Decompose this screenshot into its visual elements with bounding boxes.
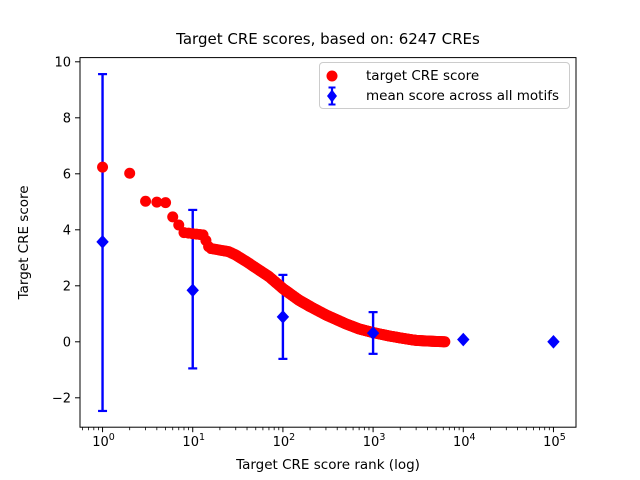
mean-score-diamonds	[96, 235, 560, 349]
y-tick-label: 2	[63, 279, 71, 294]
x-tick-label: 105	[543, 432, 566, 450]
red-data-point	[167, 211, 179, 223]
blue-diamond-point	[547, 335, 560, 349]
red-data-point	[140, 195, 152, 207]
x-tick-label: 103	[363, 432, 386, 450]
x-tick-label: 101	[182, 432, 205, 450]
y-tick-label: 10	[54, 55, 71, 70]
plot-area: 100 101 102 103 104 105 −2 0 2 4 6 8 10	[52, 55, 577, 450]
red-data-point	[97, 161, 109, 173]
x-axis-ticks: 100 101 102 103 104 105	[82, 427, 566, 450]
legend-label: mean score across all motifs	[366, 88, 560, 104]
blue-diamond-errorbar-marker-icon	[320, 86, 344, 106]
y-tick-label: 4	[63, 223, 71, 238]
red-data-point	[160, 197, 172, 209]
x-tick-label: 102	[273, 432, 296, 450]
legend: target CRE score mean score across all m…	[319, 62, 570, 109]
x-tick-label: 100	[92, 432, 115, 450]
red-data-point	[439, 336, 451, 348]
y-axis-ticks: −2 0 2 4 6 8 10	[52, 55, 80, 406]
mean-score-errorbar-lines	[98, 73, 378, 413]
legend-entry-mean-score: mean score across all motifs	[320, 86, 569, 106]
red-circle-marker-icon	[320, 68, 344, 84]
y-tick-label: −2	[52, 391, 71, 406]
blue-diamond-point	[366, 326, 380, 340]
target-cre-score-scatter	[97, 161, 451, 348]
chart-title: Target CRE scores, based on: 6247 CREs	[175, 30, 480, 48]
legend-label: target CRE score	[366, 68, 480, 84]
blue-diamond-point	[186, 283, 199, 298]
y-axis-label: Target CRE score	[16, 185, 32, 300]
blue-diamond-point	[96, 235, 109, 249]
y-tick-label: 8	[63, 111, 71, 126]
y-tick-label: 0	[63, 335, 71, 350]
plot-frame	[79, 57, 577, 428]
blue-diamond-point	[457, 332, 470, 347]
x-axis-label: Target CRE score rank (log)	[235, 457, 420, 473]
legend-entry-target-cre-score: target CRE score	[320, 66, 569, 86]
blue-diamond-point	[276, 310, 290, 324]
y-tick-label: 6	[63, 167, 71, 182]
red-data-point	[151, 196, 163, 208]
red-data-point	[124, 167, 136, 179]
x-tick-label: 104	[453, 432, 476, 450]
